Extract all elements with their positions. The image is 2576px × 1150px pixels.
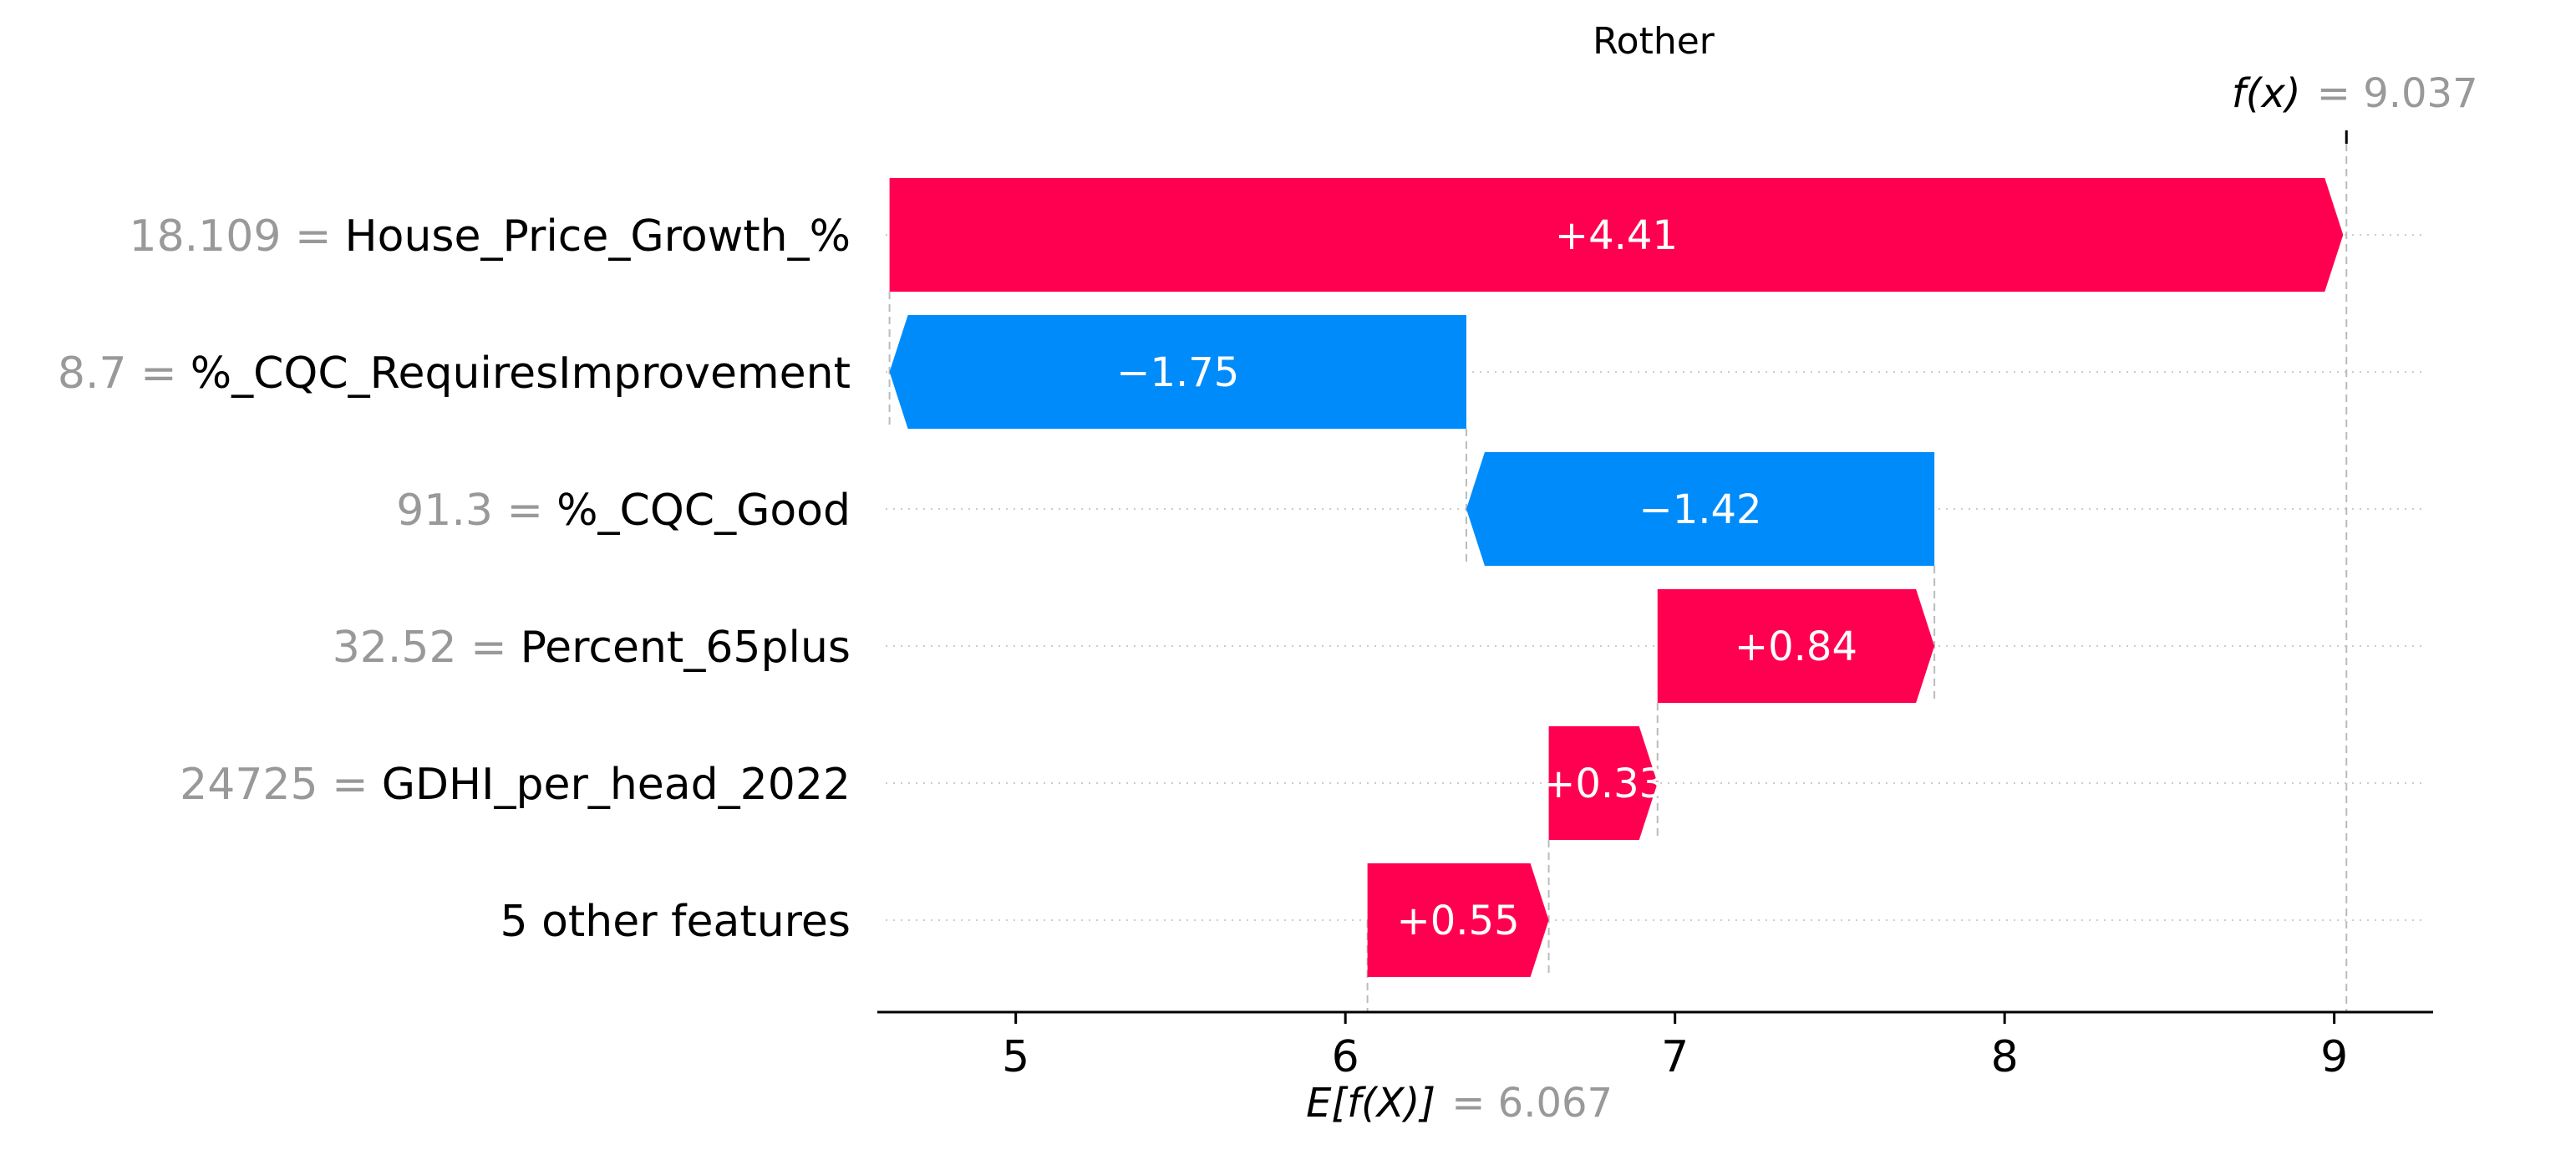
base-value-label: E[f(X)] = 6.067 (1306, 1080, 1613, 1127)
feature-label: 8.7 = %_CQC_RequiresImprovement (58, 349, 851, 399)
base-value-number: = 6.067 (1451, 1080, 1613, 1127)
feature-label: 18.109 = House_Price_Growth_% (129, 211, 851, 262)
x-tick-label: 5 (1002, 1032, 1029, 1082)
feature-name: House_Price_Growth_% (345, 211, 851, 262)
bar-value-label: +0.84 (1735, 623, 1857, 670)
feature-value: 32.52 = (333, 623, 507, 673)
output-value-label: f(x) = 9.037 (2232, 70, 2478, 117)
base-value-symbol: E[f(X)] (1306, 1080, 1435, 1127)
chart-title: Rother (1593, 20, 1715, 63)
x-axis-ticks: 5 6 7 8 9 (1002, 1012, 2348, 1082)
feature-labels: 18.109 = House_Price_Growth_% 8.7 = %_CQC_R… (58, 211, 851, 947)
x-tick-label: 7 (1661, 1032, 1689, 1082)
feature-name: GDHI_per_head_2022 (382, 760, 851, 810)
feature-label: 32.52 = Percent_65plus (333, 623, 851, 673)
output-value-number: = 9.037 (2317, 70, 2478, 117)
feature-value: 8.7 = (58, 349, 177, 399)
bar-value-label: −1.75 (1116, 349, 1239, 396)
x-tick-label: 8 (1991, 1032, 2019, 1082)
feature-name: %_CQC_RequiresImprovement (191, 349, 851, 399)
bar-value-label: −1.42 (1639, 486, 1761, 533)
positive-bar (1548, 726, 1658, 840)
feature-value: 91.3 = (396, 486, 543, 536)
bar-value-label: +0.33 (1542, 761, 1664, 807)
output-value-symbol: f(x) (2232, 70, 2301, 117)
positive-bar (1367, 863, 1549, 977)
feature-name: %_CQC_Good (556, 486, 851, 536)
feature-name: Percent_65plus (521, 623, 851, 673)
x-tick-label: 9 (2320, 1032, 2348, 1082)
feature-name: 5 other features (500, 897, 851, 947)
bar-labels-layer: +4.41 −1.75 −1.42 +0.84 +0.33 +0.55 (1116, 212, 1857, 944)
feature-label: 91.3 = %_CQC_Good (396, 486, 851, 536)
bar-value-label: +4.41 (1555, 212, 1678, 259)
positive-bar (1657, 589, 1935, 703)
negative-bar (889, 315, 1466, 429)
feature-value: 24725 = (180, 760, 368, 810)
positive-bar (889, 178, 2344, 292)
base-value-annotation: E[f(X)] = 6.067 (1306, 1080, 1613, 1127)
bars-layer (889, 178, 2344, 977)
output-value-annotation: f(x) = 9.037 (2232, 70, 2478, 144)
feature-label: 24725 = GDHI_per_head_2022 (180, 760, 851, 810)
feature-label: 5 other features (500, 897, 851, 947)
x-tick-label: 6 (1332, 1032, 1359, 1082)
feature-value: 18.109 = (129, 211, 331, 262)
negative-bar (1466, 452, 1935, 566)
bar-value-label: +0.55 (1397, 898, 1520, 944)
